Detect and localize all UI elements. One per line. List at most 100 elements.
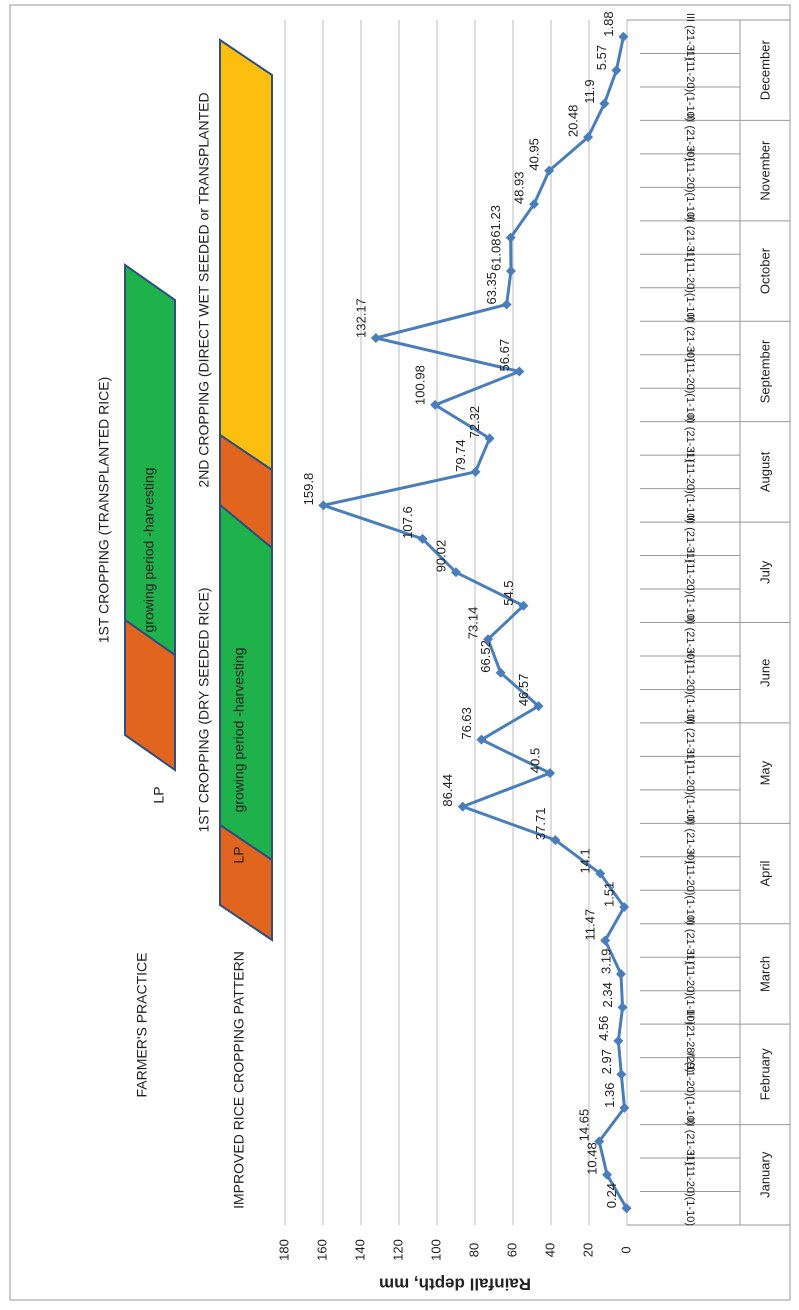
data-label: 72.32 [467, 406, 482, 439]
data-label: 46.57 [516, 674, 531, 707]
bar-orange [124, 618, 176, 772]
annotation: 2ND CROPPING (DIRECT WET SEEDED or TRANS… [196, 92, 212, 487]
data-label: 37.71 [533, 808, 548, 841]
data-label: 20.48 [566, 105, 581, 138]
data-label: 86.44 [440, 774, 455, 807]
annotation: 1ST CROPPING (TRANSPLANTED RICE) [96, 377, 112, 644]
marker [529, 199, 540, 210]
x-tick-label: I (1-10) [684, 488, 696, 523]
data-label: 66.52 [478, 640, 493, 673]
data-label: 11.47 [583, 909, 598, 941]
x-tick-label: I (1-10) [684, 889, 696, 924]
data-label: 40.95 [527, 138, 542, 171]
month-label: October [757, 247, 772, 294]
x-tick-label: I (1-10) [684, 186, 696, 221]
data-label: 48.93 [511, 172, 526, 205]
x-tick-label: I (1-10) [684, 990, 696, 1025]
annotation: FARMER'S PRACTICE [134, 952, 150, 1097]
marker [483, 634, 494, 645]
x-tick-label: II (11-20) [684, 1153, 696, 1197]
x-tick-label: II (11-20) [684, 1052, 696, 1096]
marker [518, 600, 529, 611]
x-tick-label: III (21-31) [684, 917, 696, 965]
marker [600, 935, 611, 946]
frame [9, 4, 791, 1301]
cropping-bars [124, 38, 273, 942]
data-label: 1.51 [602, 882, 617, 907]
marker [505, 266, 516, 277]
marker [533, 701, 544, 712]
x-tick-label: II (11-20) [684, 149, 696, 193]
data-label: 61.08 [488, 238, 503, 271]
annotation: IMPROVED RICE CROPPING PATTERN [231, 951, 247, 1209]
data-label: 56.67 [497, 339, 512, 372]
month-label: June [757, 659, 772, 687]
y-tick-label: 60 [504, 1243, 519, 1257]
y-axis-label: Rainfall depth, mm [379, 1275, 531, 1294]
y-tick-label: 40 [542, 1243, 557, 1257]
x-tick-label: II (11-20) [684, 751, 696, 795]
x-tick-label: I (1-10) [684, 387, 696, 422]
month-label: November [757, 140, 772, 201]
x-tick-label: II (11-20) [684, 48, 696, 92]
x-tick-label: I (1-10) [684, 789, 696, 824]
annotation: 1ST CROPPING (DRY SEEDED RICE) [196, 587, 212, 832]
x-tick-label: III (21-31) [684, 1117, 696, 1165]
x-tick-label: I (1-10) [684, 1090, 696, 1125]
x-tick-label: III (21-31) [684, 515, 696, 563]
y-tick-label: 140 [352, 1239, 367, 1261]
x-tick-label: I (1-10) [684, 588, 696, 623]
x-tick-label: III (21-31) [684, 415, 696, 463]
y-tick-label: 100 [428, 1239, 443, 1261]
marker [619, 902, 630, 913]
month-label: July [757, 560, 772, 584]
marker [470, 466, 481, 477]
marker [583, 132, 594, 143]
data-label: 61.23 [488, 205, 503, 238]
data-label: 63.35 [484, 272, 499, 305]
data-label: 4.56 [596, 1016, 611, 1041]
y-tick-label: 20 [580, 1243, 595, 1257]
marker [599, 98, 610, 109]
data-label: 90.02 [433, 540, 448, 573]
x-tick-label: III (21-30) [684, 615, 696, 663]
month-label: August [757, 451, 772, 492]
marker [476, 734, 487, 745]
month-label: May [757, 760, 772, 785]
marker [602, 1169, 613, 1180]
marker [611, 65, 622, 76]
marker [621, 1203, 632, 1214]
data-label: 11.9 [582, 79, 597, 103]
marker [501, 299, 512, 310]
x-tick-label: I (1-10) [684, 688, 696, 723]
marker [450, 567, 461, 578]
y-tick-label: 160 [314, 1239, 329, 1261]
x-tick-label: III (21-31) [684, 13, 696, 61]
data-label: 1.88 [601, 11, 616, 36]
marker [615, 968, 626, 979]
data-label: 159.8 [301, 473, 316, 506]
y-tick-label: 180 [276, 1239, 291, 1261]
x-tick-label: III (21-31) [684, 716, 696, 764]
data-label: 132.17 [353, 298, 368, 338]
marker [595, 868, 606, 879]
x-tick-label: III (21-30) [684, 816, 696, 864]
x-tick-label: I (1-10) [684, 1191, 696, 1226]
marker [594, 1136, 605, 1147]
annotation: LP [151, 786, 167, 803]
marker [457, 801, 468, 812]
marker [318, 500, 329, 511]
month-label: March [757, 956, 772, 992]
data-label: 2.34 [600, 982, 615, 1007]
data-label: 10.48 [585, 1142, 600, 1175]
month-label: January [757, 1151, 772, 1198]
bar-orange [219, 823, 273, 942]
data-label: 107.6 [400, 506, 415, 539]
data-label: 73.14 [465, 607, 480, 640]
data-label: 5.57 [594, 45, 609, 70]
x-tick-label: II (11-20) [684, 350, 696, 394]
x-tick-label: III (21-31) [684, 214, 696, 262]
data-label: 76.63 [459, 707, 474, 740]
marker [370, 332, 381, 343]
